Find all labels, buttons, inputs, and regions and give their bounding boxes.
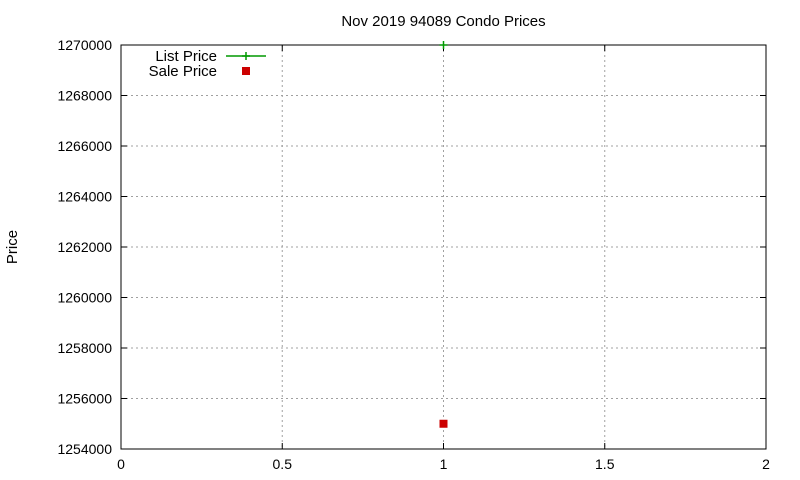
- sale-price-point-legend: [242, 67, 250, 75]
- legend-label: List Price: [155, 48, 217, 65]
- sale-price-point: [439, 419, 448, 428]
- x-tick-label: 1.5: [595, 456, 615, 472]
- x-tick-label: 2: [762, 456, 770, 472]
- y-axis-label: Price: [4, 230, 21, 264]
- list-price-point-legend: [242, 52, 250, 60]
- data-marks: [439, 41, 448, 428]
- axis-ticks: [120, 44, 767, 450]
- y-tick-label: 1254000: [57, 441, 112, 457]
- y-tick-label: 1262000: [57, 239, 112, 255]
- y-tick-label: 1256000: [57, 391, 112, 407]
- y-tick-label: 1268000: [57, 88, 112, 104]
- x-tick-label: 1: [440, 456, 448, 472]
- legend-label: Sale Price: [149, 63, 217, 80]
- x-tick-label: 0.5: [273, 456, 293, 472]
- grid-lines: [121, 45, 766, 449]
- x-tick-label: 0: [117, 456, 125, 472]
- list-price-point: [439, 41, 448, 49]
- tick-labels: 1254000 1256000 1258000 1260000 1262000 12640…: [57, 37, 770, 472]
- y-tick-label: 1260000: [57, 290, 112, 306]
- chart-title: Nov 2019 94089 Condo Prices: [341, 13, 545, 30]
- y-tick-label: 1264000: [57, 189, 112, 205]
- y-tick-label: 1258000: [57, 340, 112, 356]
- y-tick-label: 1266000: [57, 138, 112, 154]
- y-tick-label: 1270000: [57, 37, 112, 53]
